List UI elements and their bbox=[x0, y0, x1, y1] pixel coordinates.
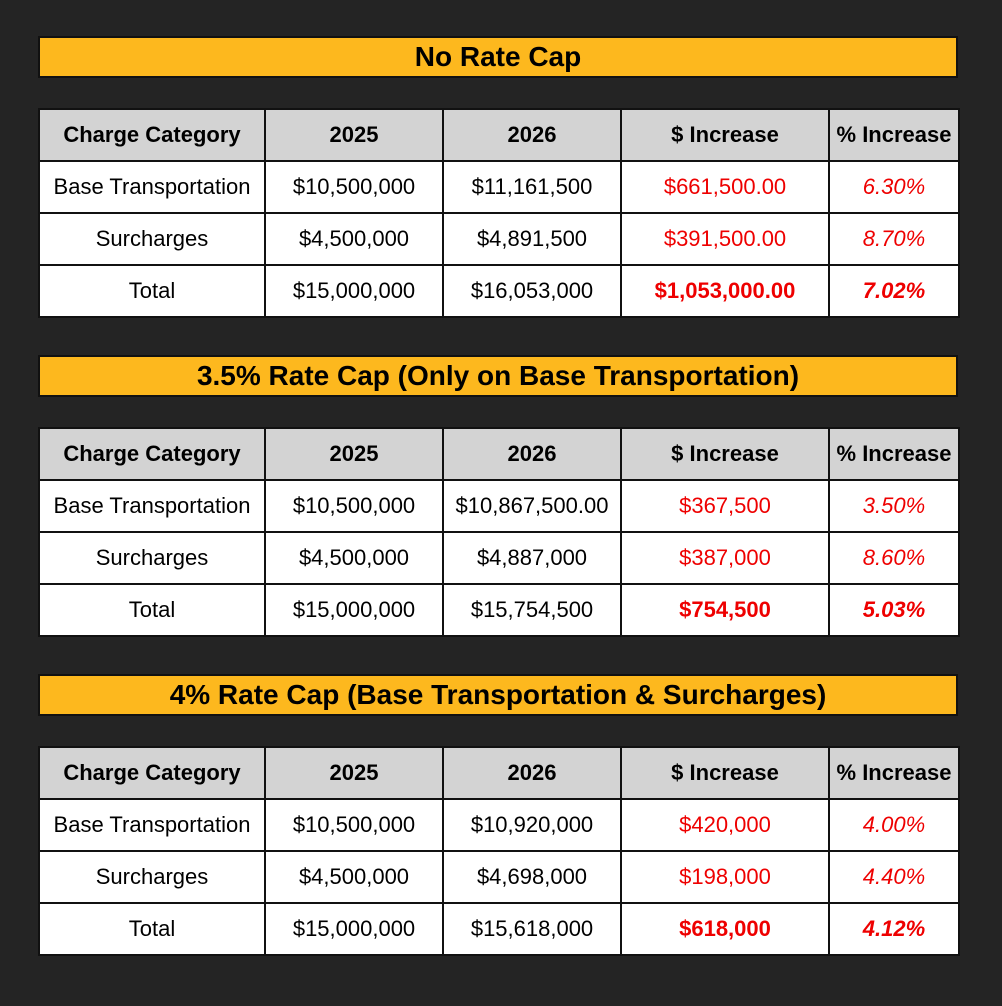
percent-increase-cell: 6.30% bbox=[828, 160, 960, 214]
scenario-section-no-cap: No Rate Cap Charge Category 2025 2026 $ … bbox=[38, 36, 960, 318]
percent-increase-cell: 4.40% bbox=[828, 850, 960, 904]
charge-category-cell: Surcharges bbox=[38, 850, 266, 904]
scenario-section-4-cap: 4% Rate Cap (Base Transportation & Surch… bbox=[38, 674, 960, 956]
total-row: Total $15,000,000 $15,754,500 $754,500 5… bbox=[38, 583, 960, 637]
amount-2026-cell: $4,887,000 bbox=[442, 531, 622, 585]
table-row: Surcharges $4,500,000 $4,891,500 $391,50… bbox=[38, 212, 960, 266]
charge-category-cell: Base Transportation bbox=[38, 479, 266, 533]
percent-increase-cell: 3.50% bbox=[828, 479, 960, 533]
total-row: Total $15,000,000 $16,053,000 $1,053,000… bbox=[38, 264, 960, 318]
dollar-increase-cell: $391,500.00 bbox=[620, 212, 830, 266]
amount-2025-cell: $4,500,000 bbox=[264, 212, 444, 266]
dollar-increase-cell: $387,000 bbox=[620, 531, 830, 585]
header-2025: 2025 bbox=[264, 427, 444, 481]
amount-2025-cell: $15,000,000 bbox=[264, 902, 444, 956]
amount-2026-cell: $10,920,000 bbox=[442, 798, 622, 852]
percent-increase-cell: 5.03% bbox=[828, 583, 960, 637]
amount-2025-cell: $10,500,000 bbox=[264, 160, 444, 214]
amount-2025-cell: $10,500,000 bbox=[264, 479, 444, 533]
header-percent-increase: % Increase bbox=[828, 108, 960, 162]
rates-table: Charge Category 2025 2026 $ Increase % I… bbox=[38, 427, 960, 637]
amount-2026-cell: $10,867,500.00 bbox=[442, 479, 622, 533]
amount-2026-cell: $11,161,500 bbox=[442, 160, 622, 214]
amount-2025-cell: $4,500,000 bbox=[264, 850, 444, 904]
amount-2026-cell: $4,891,500 bbox=[442, 212, 622, 266]
charge-category-cell: Total bbox=[38, 264, 266, 318]
scenario-title: 4% Rate Cap (Base Transportation & Surch… bbox=[38, 674, 958, 716]
percent-increase-cell: 8.70% bbox=[828, 212, 960, 266]
dollar-increase-cell: $1,053,000.00 bbox=[620, 264, 830, 318]
scenario-title: No Rate Cap bbox=[38, 36, 958, 78]
table-header-row: Charge Category 2025 2026 $ Increase % I… bbox=[38, 746, 960, 800]
percent-increase-cell: 8.60% bbox=[828, 531, 960, 585]
table-row: Base Transportation $10,500,000 $10,920,… bbox=[38, 798, 960, 852]
amount-2026-cell: $15,618,000 bbox=[442, 902, 622, 956]
percent-increase-cell: 4.00% bbox=[828, 798, 960, 852]
charge-category-cell: Surcharges bbox=[38, 531, 266, 585]
header-charge-category: Charge Category bbox=[38, 108, 266, 162]
table-header-row: Charge Category 2025 2026 $ Increase % I… bbox=[38, 108, 960, 162]
header-2025: 2025 bbox=[264, 746, 444, 800]
charge-category-cell: Surcharges bbox=[38, 212, 266, 266]
charge-category-cell: Base Transportation bbox=[38, 160, 266, 214]
amount-2025-cell: $15,000,000 bbox=[264, 583, 444, 637]
amount-2025-cell: $15,000,000 bbox=[264, 264, 444, 318]
scenario-title: 3.5% Rate Cap (Only on Base Transportati… bbox=[38, 355, 958, 397]
table-row: Surcharges $4,500,000 $4,887,000 $387,00… bbox=[38, 531, 960, 585]
charge-category-cell: Total bbox=[38, 902, 266, 956]
percent-increase-cell: 7.02% bbox=[828, 264, 960, 318]
header-charge-category: Charge Category bbox=[38, 746, 266, 800]
dollar-increase-cell: $420,000 bbox=[620, 798, 830, 852]
total-row: Total $15,000,000 $15,618,000 $618,000 4… bbox=[38, 902, 960, 956]
header-dollar-increase: $ Increase bbox=[620, 108, 830, 162]
header-2026: 2026 bbox=[442, 427, 622, 481]
header-2026: 2026 bbox=[442, 746, 622, 800]
table-row: Base Transportation $10,500,000 $10,867,… bbox=[38, 479, 960, 533]
charge-category-cell: Total bbox=[38, 583, 266, 637]
scenario-section-3-5-cap: 3.5% Rate Cap (Only on Base Transportati… bbox=[38, 355, 960, 637]
amount-2025-cell: $4,500,000 bbox=[264, 531, 444, 585]
dollar-increase-cell: $754,500 bbox=[620, 583, 830, 637]
header-2026: 2026 bbox=[442, 108, 622, 162]
dollar-increase-cell: $661,500.00 bbox=[620, 160, 830, 214]
table-header-row: Charge Category 2025 2026 $ Increase % I… bbox=[38, 427, 960, 481]
amount-2026-cell: $4,698,000 bbox=[442, 850, 622, 904]
header-dollar-increase: $ Increase bbox=[620, 427, 830, 481]
dollar-increase-cell: $618,000 bbox=[620, 902, 830, 956]
header-percent-increase: % Increase bbox=[828, 746, 960, 800]
percent-increase-cell: 4.12% bbox=[828, 902, 960, 956]
amount-2026-cell: $16,053,000 bbox=[442, 264, 622, 318]
table-row: Base Transportation $10,500,000 $11,161,… bbox=[38, 160, 960, 214]
dollar-increase-cell: $198,000 bbox=[620, 850, 830, 904]
header-charge-category: Charge Category bbox=[38, 427, 266, 481]
header-2025: 2025 bbox=[264, 108, 444, 162]
amount-2026-cell: $15,754,500 bbox=[442, 583, 622, 637]
header-percent-increase: % Increase bbox=[828, 427, 960, 481]
amount-2025-cell: $10,500,000 bbox=[264, 798, 444, 852]
rates-table: Charge Category 2025 2026 $ Increase % I… bbox=[38, 108, 960, 318]
header-dollar-increase: $ Increase bbox=[620, 746, 830, 800]
rates-table: Charge Category 2025 2026 $ Increase % I… bbox=[38, 746, 960, 956]
charge-category-cell: Base Transportation bbox=[38, 798, 266, 852]
dollar-increase-cell: $367,500 bbox=[620, 479, 830, 533]
table-row: Surcharges $4,500,000 $4,698,000 $198,00… bbox=[38, 850, 960, 904]
